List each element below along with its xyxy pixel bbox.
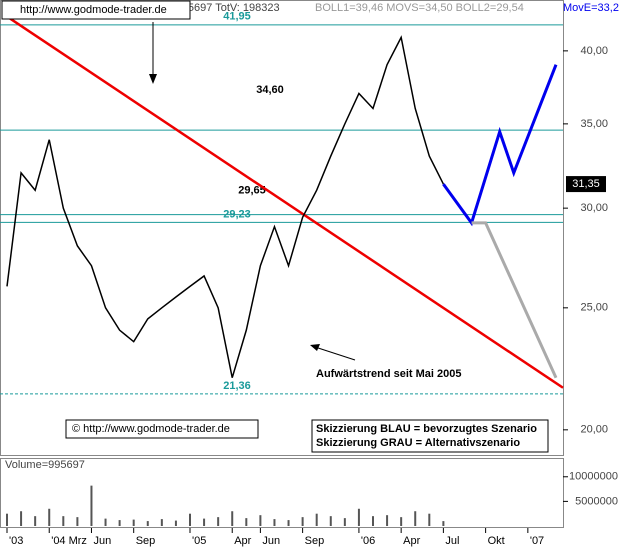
hline-label: 29,23	[223, 208, 251, 220]
x-tick-label: Sep	[305, 535, 325, 547]
volume-bar	[6, 513, 8, 526]
y-tick-label: 20,00	[580, 424, 608, 436]
annotation: Skizzierung BLAU = bevorzugtes Szenario	[316, 423, 537, 435]
volume-bar	[259, 515, 262, 526]
price-tag-label: 31,35	[572, 178, 600, 190]
y-tick-label: 30,00	[580, 202, 608, 214]
header-url: http://www.godmode-trader.de	[20, 4, 167, 16]
volume-bar	[273, 519, 276, 526]
y-tick-label: 25,00	[580, 302, 608, 314]
x-tick-label: '04 Mrz	[51, 535, 87, 547]
volume-frame	[0, 458, 564, 528]
series-line	[442, 64, 558, 227]
arrow-head	[310, 344, 320, 351]
volume-bar	[48, 508, 51, 526]
annotation: Skizzierung GRAU = Alternativszenario	[316, 437, 520, 449]
y-tick-label: 10000000	[569, 471, 618, 483]
annotation: Aufwärtstrend seit Mai 2005	[316, 368, 462, 380]
y-tick-label: 35,00	[580, 118, 608, 130]
x-tick-label: Apr	[403, 535, 420, 547]
volume-bar	[34, 516, 37, 526]
x-tick-label: Jul	[445, 535, 459, 547]
header-indicators: BOLL1=39,46 MOVS=34,50 BOLL2=29,54	[315, 2, 524, 14]
x-tick-label: Sep	[136, 535, 156, 547]
volume-bar	[315, 513, 318, 526]
annotation: © http://www.godmode-trader.de	[72, 423, 230, 435]
volume-bar	[62, 516, 65, 526]
hline-label: 21,36	[223, 380, 251, 392]
price-tag	[566, 176, 606, 193]
x-tick-label: '03	[9, 535, 23, 547]
volume-bar	[329, 516, 332, 526]
volume-bar	[400, 517, 403, 526]
volume-title: Volume=995697	[5, 459, 85, 471]
x-tick-label: Apr	[234, 535, 251, 547]
series-line	[471, 221, 558, 379]
volume-bar	[245, 518, 248, 526]
volume-bar	[20, 511, 23, 526]
x-tick-label: Jun	[93, 535, 111, 547]
volume-bar	[104, 518, 107, 526]
hline-label: 29,65	[238, 184, 266, 196]
volume-bar	[118, 520, 121, 526]
volume-bar	[428, 513, 431, 526]
volume-bar	[203, 518, 206, 526]
x-tick-label: '05	[192, 535, 206, 547]
volume-bar	[90, 485, 93, 526]
volume-bar	[357, 508, 360, 526]
hline-label: 41,95	[223, 11, 251, 23]
volume-bar	[76, 517, 79, 526]
price-frame	[0, 0, 564, 456]
x-tick-label: Jun	[262, 535, 280, 547]
volume-bar	[442, 521, 445, 526]
volume-bar	[301, 517, 304, 526]
volume-bar	[146, 521, 149, 526]
volume-bar	[160, 519, 163, 526]
x-tick-label: '06	[361, 535, 375, 547]
volume-bar	[287, 520, 290, 526]
header-move: MovE=33,2	[563, 2, 619, 14]
volume-bar	[189, 513, 191, 526]
x-tick-label: '07	[530, 535, 544, 547]
volume-bar	[372, 516, 374, 526]
url-box	[1, 0, 191, 20]
volume-bar	[343, 518, 346, 526]
volume-bar	[174, 520, 177, 526]
y-tick-label: 5000000	[575, 495, 618, 507]
x-tick-label: Okt	[488, 535, 505, 547]
arrow-head	[149, 74, 157, 84]
volume-bar	[231, 511, 234, 526]
volume-bar	[217, 517, 220, 526]
copyright-box	[65, 419, 259, 439]
arrow	[311, 345, 356, 361]
legend-box	[311, 419, 549, 453]
volume-bar	[414, 511, 417, 526]
hline-label: 34,60	[256, 84, 284, 96]
y-tick-label: 40,00	[580, 45, 608, 57]
series-line	[6, 35, 445, 378]
trendline	[4, 14, 564, 389]
volume-bar	[132, 519, 135, 526]
volume-bar	[386, 515, 389, 526]
